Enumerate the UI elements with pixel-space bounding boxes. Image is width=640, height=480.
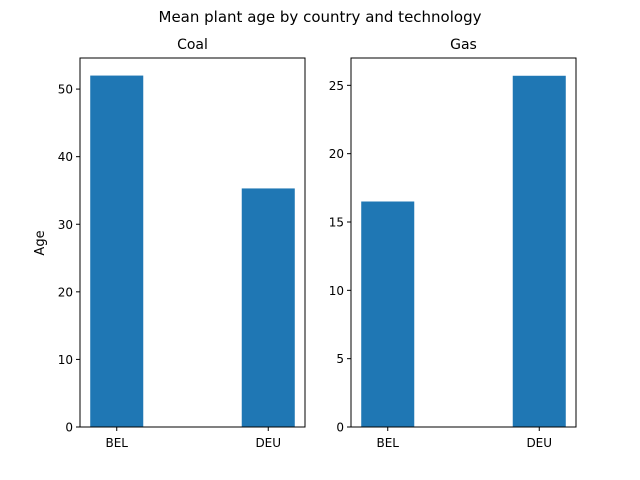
coal-panel-title: Coal (177, 37, 208, 53)
coal-ytick-label: 30 (58, 218, 73, 232)
gas-panel-title: Gas (450, 37, 477, 53)
coal-bar-bel (90, 75, 144, 428)
gas-xtick-label: DEU (526, 436, 552, 450)
gas-xtick-label: BEL (376, 436, 399, 450)
coal-ytick-label: 20 (58, 285, 73, 299)
coal-ytick-label: 40 (58, 150, 73, 164)
gas-ytick-label: 20 (329, 147, 344, 161)
figure-title: Mean plant age by country and technology (159, 8, 482, 26)
coal-panel: 0 10 20 30 40 50 BEL DEU Coal (58, 37, 306, 450)
coal-xtick-label: DEU (255, 436, 281, 450)
coal-ytick-label: 50 (58, 83, 73, 97)
coal-ytick-label: 0 (65, 421, 73, 435)
gas-bar-bel (361, 201, 415, 427)
gas-ytick-label: 25 (329, 79, 344, 93)
coal-xtick-label: BEL (105, 436, 128, 450)
gas-ytick-label: 0 (336, 421, 344, 435)
gas-ytick-label: 5 (336, 352, 344, 366)
coal-bar-deu (241, 188, 295, 427)
gas-ytick-label: 10 (329, 284, 344, 298)
y-axis-label: Age (33, 230, 48, 255)
coal-axes-frame (79, 57, 306, 428)
gas-axes-frame (350, 57, 577, 428)
gas-ytick-label: 15 (329, 216, 344, 230)
gas-panel: 0 5 10 15 20 25 BEL DEU Gas (329, 37, 577, 450)
gas-bar-deu (512, 75, 566, 428)
coal-ytick-label: 10 (58, 353, 73, 367)
